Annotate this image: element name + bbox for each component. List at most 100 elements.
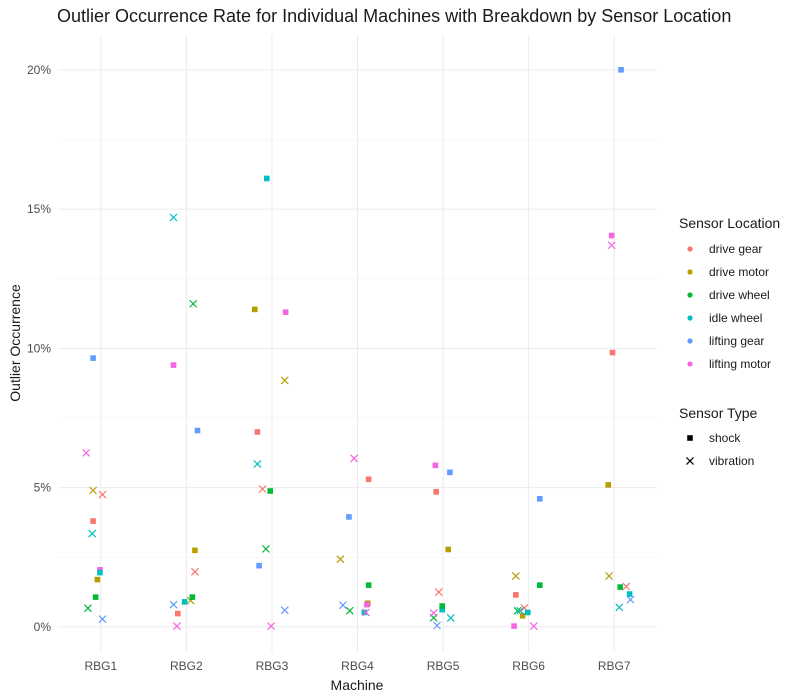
legend-color-label: drive gear — [709, 242, 762, 256]
data-point-vibration — [88, 529, 97, 538]
data-point-shock — [447, 469, 453, 476]
data-point-shock — [365, 476, 372, 483]
data-point-shock — [433, 489, 440, 495]
data-point-shock — [189, 594, 196, 600]
data-point-vibration — [429, 609, 438, 617]
data-point-shock — [282, 309, 289, 315]
legend-sensor-type-title: Sensor Type — [679, 405, 758, 421]
legend-color-label: lifting gear — [709, 334, 764, 348]
x-tick-label: RBG2 — [170, 659, 203, 673]
data-point-shock — [432, 462, 439, 469]
y-axis-ticks: 0% 5% 10% 15% 20% — [27, 63, 51, 634]
y-axis-title: Outlier Occurrence — [7, 284, 23, 402]
data-point-shock — [252, 306, 258, 313]
y-tick-label: 0% — [34, 620, 52, 634]
data-point-shock — [254, 429, 261, 435]
data-point-vibration — [446, 614, 455, 622]
data-point-vibration — [189, 300, 198, 308]
x-tick-label: RBG7 — [598, 659, 631, 673]
data-point-vibration — [512, 572, 520, 580]
data-point-vibration — [626, 595, 635, 604]
data-point-shock — [194, 427, 201, 434]
data-point-shock — [94, 576, 101, 583]
data-point-vibration — [513, 606, 522, 615]
data-point-shock — [609, 349, 616, 356]
legend-color-label: drive wheel — [709, 288, 770, 302]
legend-shape-key — [686, 457, 694, 465]
data-point-shock — [605, 482, 612, 488]
data-point-shock — [524, 609, 531, 616]
data-point-vibration — [169, 600, 178, 609]
legend-shape-label: shock — [709, 431, 741, 445]
legend-color-key — [687, 361, 693, 367]
data-point-shock — [439, 603, 446, 609]
data-point-vibration — [433, 621, 441, 630]
y-tick-label: 15% — [27, 202, 51, 216]
data-point-vibration — [350, 454, 358, 463]
legend-color-key — [687, 292, 693, 298]
data-point-shock — [181, 599, 188, 605]
data-point-shock — [618, 67, 624, 73]
data-point-shock — [192, 547, 198, 554]
data-point-vibration — [615, 603, 624, 612]
data-point-vibration — [89, 486, 97, 495]
data-point-shock — [97, 569, 103, 576]
y-tick-label: 5% — [34, 481, 52, 495]
data-point-shock — [536, 582, 543, 588]
data-point-vibration — [98, 615, 107, 623]
data-point-shock — [170, 362, 177, 368]
legend-color-key — [687, 246, 693, 252]
data-point-vibration — [258, 485, 267, 493]
data-point-vibration — [82, 449, 91, 457]
data-point-shock — [439, 606, 446, 613]
data-point-shock — [364, 601, 370, 608]
data-point-shock — [361, 609, 368, 616]
data-point-shock — [90, 518, 96, 524]
data-point-vibration — [169, 213, 178, 222]
legend-color-label: lifting motor — [709, 357, 771, 371]
data-point-vibration — [84, 604, 92, 613]
data-point-vibration — [253, 460, 262, 468]
data-point-shock — [536, 495, 543, 502]
x-tick-label: RBG1 — [84, 659, 117, 673]
legend-sensor-location: Sensor Location drive gear drive motor dri… — [679, 215, 780, 371]
chart-title: Outlier Occurrence Rate for Individual M… — [57, 6, 731, 26]
legend-color-key — [687, 315, 693, 321]
data-point-shock — [175, 610, 181, 617]
data-point-shock — [263, 175, 270, 182]
x-tick-label: RBG4 — [341, 659, 374, 673]
data-point-shock — [519, 612, 526, 619]
x-tick-label: RBG5 — [427, 659, 460, 673]
data-point-vibration — [280, 606, 289, 615]
data-point-shock — [608, 232, 615, 239]
legend-shape-label: vibration — [709, 454, 754, 468]
y-tick-label: 10% — [27, 341, 51, 355]
data-point-shock — [617, 584, 624, 590]
data-point-vibration — [607, 241, 616, 250]
data-point-vibration — [622, 582, 630, 591]
legend-shape-key — [687, 435, 693, 441]
data-point-vibration — [267, 622, 275, 630]
data-point-shock — [513, 592, 519, 598]
data-point-vibration — [262, 545, 270, 553]
legend-color-key — [687, 269, 693, 275]
data-point-shock — [365, 582, 372, 588]
data-point-shock — [90, 355, 96, 361]
data-points — [82, 67, 635, 630]
data-point-vibration — [280, 376, 289, 385]
legend-sensor-type: Sensor Type shock vibration — [679, 405, 758, 468]
data-point-vibration — [434, 588, 443, 596]
x-tick-label: RBG3 — [256, 659, 289, 673]
data-point-shock — [267, 488, 274, 494]
data-point-vibration — [339, 601, 347, 610]
y-tick-label: 20% — [27, 63, 51, 77]
data-point-shock — [346, 514, 352, 520]
data-point-vibration — [516, 606, 524, 615]
data-point-vibration — [529, 622, 538, 630]
data-point-shock — [256, 562, 262, 569]
data-point-shock — [445, 546, 452, 553]
data-point-vibration — [98, 490, 107, 499]
data-point-shock — [626, 591, 633, 597]
data-point-shock — [511, 623, 517, 629]
